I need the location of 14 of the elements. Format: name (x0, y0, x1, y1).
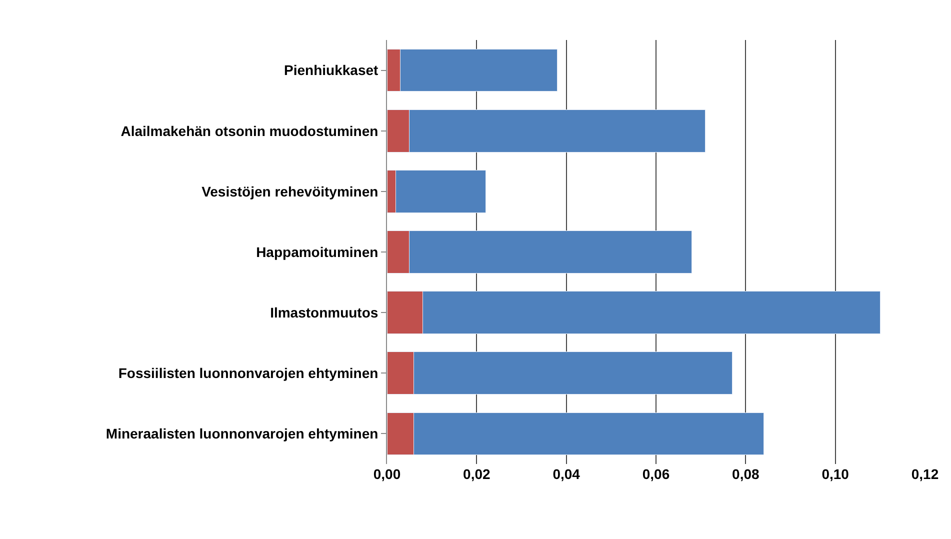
y-tick-label: Pienhiukkaset (284, 62, 379, 78)
x-tick-label: 0,04 (552, 466, 580, 482)
y-tick-label: Vesistöjen rehevöityminen (202, 183, 378, 200)
x-tick-label: 0,00 (373, 466, 401, 482)
x-tick-label: 0,02 (463, 466, 491, 482)
y-tick-label: Fossiilisten luonnonvarojen ehtyminen (118, 365, 378, 382)
x-tick-label: 0,10 (822, 466, 850, 482)
x-tick-label: 0,06 (642, 466, 670, 482)
y-tick-label: Mineraalisten luonnonvarojen ehtyminen (106, 426, 378, 442)
y-tick-label: Alailmakehän otsonin muodostuminen (120, 122, 378, 139)
y-tick-label: Ilmastonmuutos (270, 304, 378, 320)
x-tick-label: 0,12 (911, 466, 939, 482)
x-tick-label: 0,08 (732, 466, 760, 482)
y-tick-label: Happamoituminen (256, 244, 378, 260)
